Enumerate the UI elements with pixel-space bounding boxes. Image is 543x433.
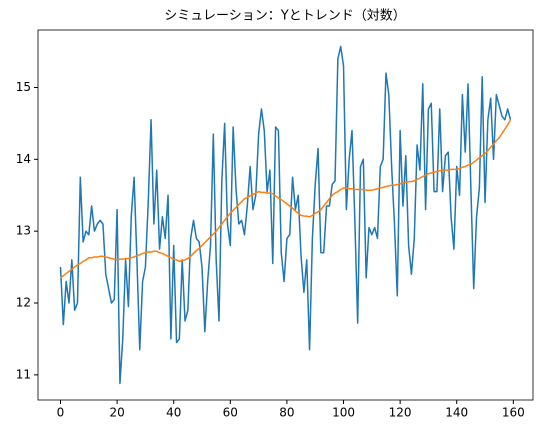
x-tick-label: 160 [502,406,525,420]
y-tick-label: 15 [16,80,31,94]
x-tick-label: 100 [332,406,355,420]
y-tick-label: 11 [16,367,31,381]
x-tick-label: 40 [166,406,181,420]
chart-title: シミュレーション：Yとトレンド（対数） [164,9,405,24]
series-line [59,45,512,385]
plot-frame [37,29,534,401]
y-tick-label: 14 [16,152,31,166]
x-tick-label: 140 [445,406,468,420]
x-tick-label: 60 [223,406,238,420]
x-tick-label: 120 [389,406,412,420]
x-tick-label: 20 [109,406,124,420]
y-tick-label: 12 [16,296,31,310]
x-tick-label: 80 [279,406,294,420]
y-tick-label: 13 [16,224,31,238]
series-line [60,119,512,279]
x-tick-label: 0 [57,406,65,420]
